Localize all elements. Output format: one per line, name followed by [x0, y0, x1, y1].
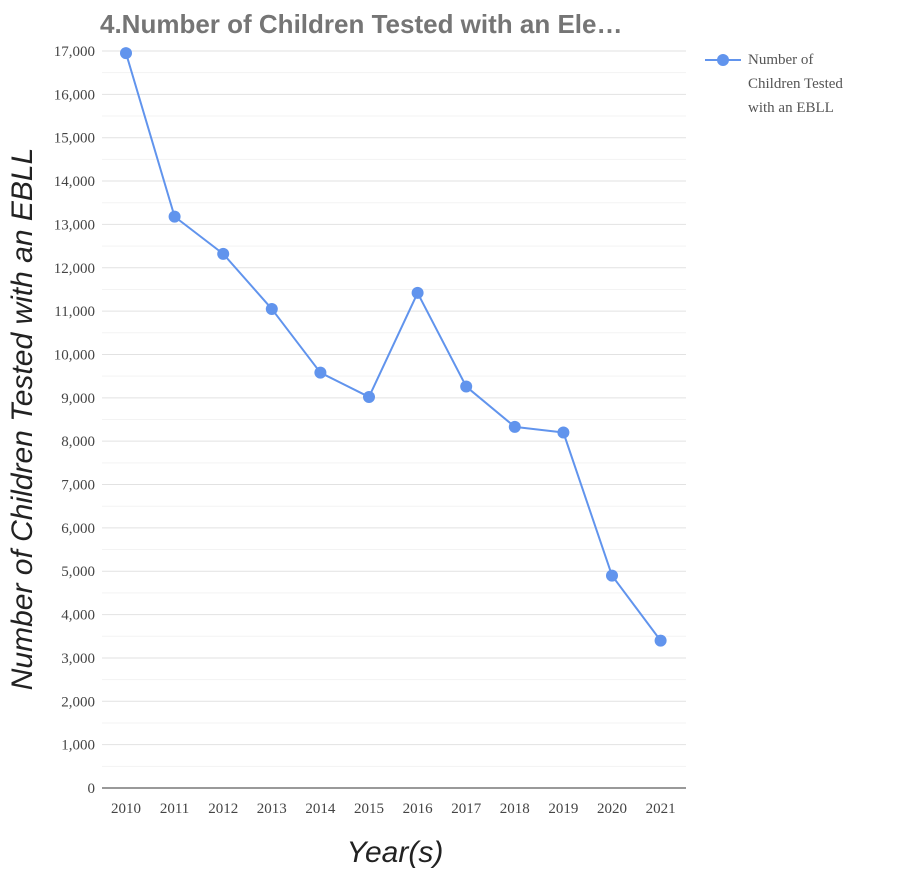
- data-point[interactable]: [411, 286, 424, 299]
- data-point[interactable]: [508, 420, 521, 433]
- data-point[interactable]: [557, 426, 570, 439]
- legend-label-line-1: Number of: [748, 52, 813, 68]
- y-tick-label: 11,000: [54, 304, 95, 320]
- x-tick-label: 2013: [257, 801, 287, 817]
- x-tick-label: 2014: [305, 801, 336, 817]
- x-tick-label: 2020: [597, 801, 627, 817]
- x-tick-label: 2019: [548, 801, 578, 817]
- y-tick-label: 9,000: [61, 391, 95, 407]
- series-layer: [120, 47, 667, 647]
- data-point[interactable]: [120, 47, 132, 60]
- y-tick-label: 17,000: [54, 44, 95, 60]
- series-line: [125, 52, 662, 642]
- data-point[interactable]: [168, 210, 181, 223]
- x-axis-title: Year(s): [347, 836, 444, 869]
- data-point[interactable]: [654, 634, 667, 647]
- y-tick-label: 14,000: [54, 174, 95, 190]
- data-point[interactable]: [363, 390, 375, 403]
- legend-marker: [717, 54, 729, 66]
- data-point[interactable]: [265, 302, 278, 315]
- x-axis: 2010 2011 2012 2013 2014 2015 2016 2017 2018 2019…: [111, 801, 676, 817]
- x-tick-label: 2017: [451, 801, 482, 817]
- chart-title: 4.Number of Children Tested with an Ele…: [100, 9, 622, 39]
- legend-label-line-2: Children Tested: [748, 76, 843, 92]
- y-tick-label: 16,000: [54, 87, 95, 103]
- y-axis: 0 1,000 2,000 3,000 4,000 5,000 6,000 7,000 8,00…: [54, 44, 95, 797]
- y-tick-label: 12,000: [54, 261, 95, 277]
- data-point[interactable]: [460, 380, 473, 393]
- x-tick-label: 2018: [500, 801, 530, 817]
- x-tick-label: 2011: [160, 801, 189, 817]
- y-tick-label: 3,000: [61, 651, 95, 667]
- y-tick-label: 6,000: [61, 521, 95, 537]
- legend-label-line-3: with an EBLL: [748, 100, 834, 116]
- y-tick-label: 4,000: [61, 608, 95, 624]
- y-tick-label: 1,000: [61, 738, 95, 754]
- y-tick-label: 13,000: [54, 217, 95, 233]
- y-tick-label: 15,000: [54, 131, 95, 147]
- y-tick-label: 5,000: [61, 564, 95, 580]
- x-tick-label: 2010: [111, 801, 141, 817]
- data-point[interactable]: [217, 247, 230, 260]
- y-tick-label: 8,000: [61, 434, 95, 450]
- y-axis-title: Number of Children Tested with an EBLL: [6, 148, 39, 691]
- x-tick-label: 2016: [403, 801, 434, 817]
- y-tick-label: 2,000: [61, 694, 95, 710]
- legend: Number of Children Tested with an EBLL: [705, 52, 843, 116]
- x-tick-label: 2015: [354, 801, 384, 817]
- x-tick-label: 2021: [646, 801, 676, 817]
- data-point[interactable]: [314, 366, 327, 379]
- grid-lines: [102, 50, 686, 789]
- y-tick-label: 7,000: [61, 478, 95, 494]
- y-tick-label: 0: [88, 781, 96, 797]
- x-tick-label: 2012: [208, 801, 238, 817]
- y-tick-label: 10,000: [54, 347, 95, 363]
- data-point[interactable]: [606, 569, 618, 582]
